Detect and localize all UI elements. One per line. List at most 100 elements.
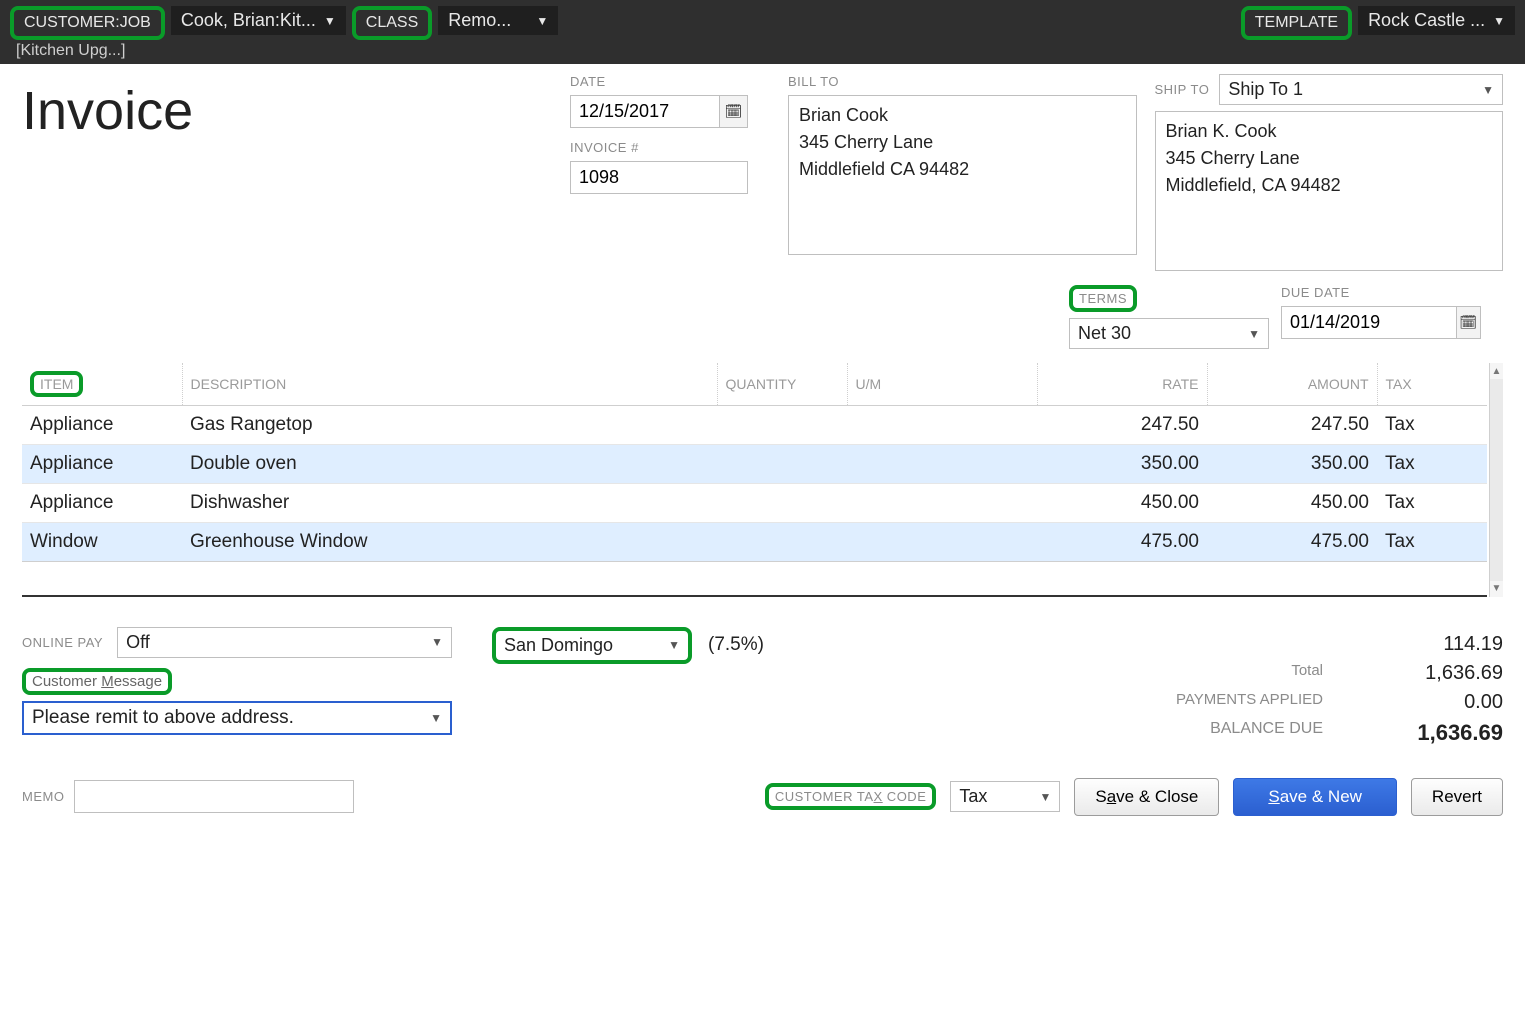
customer-job-label: CUSTOMER:JOB [10, 6, 165, 40]
customer-tax-code-label-highlight: CUSTOMER TAX CODE [765, 783, 937, 810]
cell-item[interactable]: Appliance [22, 445, 182, 484]
total-label: Total [1123, 662, 1323, 685]
customer-job-label-text: CUSTOMER:JOB [24, 14, 151, 32]
col-tax: TAX [1377, 363, 1487, 406]
invoice-num-label: INVOICE # [570, 140, 770, 155]
payments-value: 0.00 [1363, 691, 1503, 714]
due-date-input[interactable] [1281, 306, 1457, 339]
scroll-up-icon[interactable]: ▲ [1490, 363, 1503, 379]
customer-message-select[interactable]: Please remit to above address. ▼ [22, 701, 452, 735]
line-items-table: ITEM DESCRIPTION QUANTITY U/M RATE AMOUN… [22, 363, 1487, 597]
ship-to-label: SHIP TO [1155, 82, 1210, 97]
chevron-down-icon: ▼ [1248, 327, 1260, 341]
cell-tax[interactable]: Tax [1377, 445, 1487, 484]
toolbar: CUSTOMER:JOB [Kitchen Upg...] Cook, Bria… [0, 0, 1525, 64]
col-description: DESCRIPTION [182, 363, 717, 406]
cell-uom[interactable] [847, 523, 1037, 562]
table-empty-row[interactable] [22, 562, 1487, 596]
cell-uom[interactable] [847, 484, 1037, 523]
online-pay-label: ONLINE PAY [22, 635, 103, 650]
page-title: Invoice [22, 80, 552, 142]
bill-to-box[interactable]: Brian Cook 345 Cherry Lane Middlefield C… [788, 95, 1137, 255]
col-amount: AMOUNT [1207, 363, 1377, 406]
col-rate: RATE [1037, 363, 1207, 406]
class-dropdown[interactable]: Remo... ▼ [438, 6, 558, 35]
cell-tax[interactable]: Tax [1377, 484, 1487, 523]
invoice-form: Invoice DATE 🗓 INVOICE # BILL TO Brian C… [0, 64, 1525, 826]
cell-amount[interactable]: 247.50 [1207, 406, 1377, 445]
invoice-num-input[interactable] [570, 161, 748, 194]
date-input[interactable] [570, 95, 720, 128]
chevron-down-icon: ▼ [324, 14, 336, 28]
memo-input[interactable] [74, 780, 354, 813]
chevron-down-icon: ▼ [1493, 14, 1505, 28]
terms-select[interactable]: Net 30 ▼ [1069, 318, 1269, 349]
chevron-down-icon: ▼ [431, 635, 443, 649]
customer-job-value: Cook, Brian:Kit... [181, 10, 316, 31]
cell-rate[interactable]: 475.00 [1037, 523, 1207, 562]
save-new-button[interactable]: Save & New [1233, 778, 1397, 816]
cell-quantity[interactable] [717, 445, 847, 484]
ship-to-box[interactable]: Brian K. Cook 345 Cherry Lane Middlefiel… [1155, 111, 1504, 271]
cell-item[interactable]: Appliance [22, 484, 182, 523]
tax-amount-label [1123, 633, 1323, 656]
chevron-down-icon: ▼ [1482, 83, 1494, 97]
customer-job-dropdown[interactable]: Cook, Brian:Kit... ▼ [171, 6, 346, 35]
cell-quantity[interactable] [717, 523, 847, 562]
cell-description[interactable]: Greenhouse Window [182, 523, 717, 562]
balance-label: BALANCE DUE [1123, 720, 1323, 746]
chevron-down-icon: ▼ [668, 638, 680, 652]
total-value: 1,636.69 [1363, 662, 1503, 685]
balance-value: 1,636.69 [1363, 720, 1503, 746]
online-pay-value: Off [126, 632, 150, 653]
cell-tax[interactable]: Tax [1377, 406, 1487, 445]
cell-amount[interactable]: 475.00 [1207, 523, 1377, 562]
template-label: TEMPLATE [1241, 6, 1352, 40]
table-row[interactable]: ApplianceDishwasher450.00450.00Tax [22, 484, 1487, 523]
cell-item[interactable]: Window [22, 523, 182, 562]
class-value: Remo... [448, 10, 511, 31]
cell-rate[interactable]: 450.00 [1037, 484, 1207, 523]
customer-message-label-highlight: Customer Message [22, 668, 172, 695]
calendar-icon[interactable]: 🗓 [720, 95, 748, 128]
cell-amount[interactable]: 450.00 [1207, 484, 1377, 523]
ship-to-select[interactable]: Ship To 1 ▼ [1219, 74, 1503, 105]
cell-quantity[interactable] [717, 406, 847, 445]
tax-rate-display: (7.5%) [708, 634, 764, 656]
save-close-button[interactable]: Save & Close [1074, 778, 1219, 816]
revert-button[interactable]: Revert [1411, 778, 1503, 816]
scroll-down-icon[interactable]: ▼ [1490, 581, 1503, 597]
cell-amount[interactable]: 350.00 [1207, 445, 1377, 484]
terms-label-highlight: TERMS [1069, 285, 1137, 312]
tax-region-select[interactable]: San Domingo ▼ [492, 627, 692, 664]
template-label-text: TEMPLATE [1255, 14, 1338, 32]
table-row[interactable]: ApplianceGas Rangetop247.50247.50Tax [22, 406, 1487, 445]
table-header-row: ITEM DESCRIPTION QUANTITY U/M RATE AMOUN… [22, 363, 1487, 406]
online-pay-select[interactable]: Off ▼ [117, 627, 452, 658]
item-label-highlight: ITEM [30, 371, 83, 397]
template-dropdown[interactable]: Rock Castle ... ▼ [1358, 6, 1515, 35]
cell-description[interactable]: Double oven [182, 445, 717, 484]
table-scrollbar[interactable]: ▲ ▼ [1489, 363, 1503, 597]
cell-rate[interactable]: 350.00 [1037, 445, 1207, 484]
terms-label: TERMS [1079, 291, 1127, 306]
chevron-down-icon: ▼ [536, 14, 548, 28]
cell-uom[interactable] [847, 406, 1037, 445]
table-row[interactable]: WindowGreenhouse Window475.00475.00Tax [22, 523, 1487, 562]
tax-amount-value: 114.19 [1363, 633, 1503, 656]
cell-uom[interactable] [847, 445, 1037, 484]
col-item-text: ITEM [40, 376, 73, 392]
calendar-icon[interactable]: 🗓 [1457, 306, 1481, 339]
chevron-down-icon: ▼ [1039, 790, 1051, 804]
cell-item[interactable]: Appliance [22, 406, 182, 445]
terms-value: Net 30 [1078, 323, 1131, 344]
customer-message-value: Please remit to above address. [32, 707, 294, 729]
cell-description[interactable]: Dishwasher [182, 484, 717, 523]
cell-tax[interactable]: Tax [1377, 523, 1487, 562]
cell-description[interactable]: Gas Rangetop [182, 406, 717, 445]
cell-quantity[interactable] [717, 484, 847, 523]
due-date-label: DUE DATE [1281, 285, 1481, 300]
customer-tax-code-select[interactable]: Tax ▼ [950, 781, 1060, 812]
table-row[interactable]: ApplianceDouble oven350.00350.00Tax [22, 445, 1487, 484]
cell-rate[interactable]: 247.50 [1037, 406, 1207, 445]
